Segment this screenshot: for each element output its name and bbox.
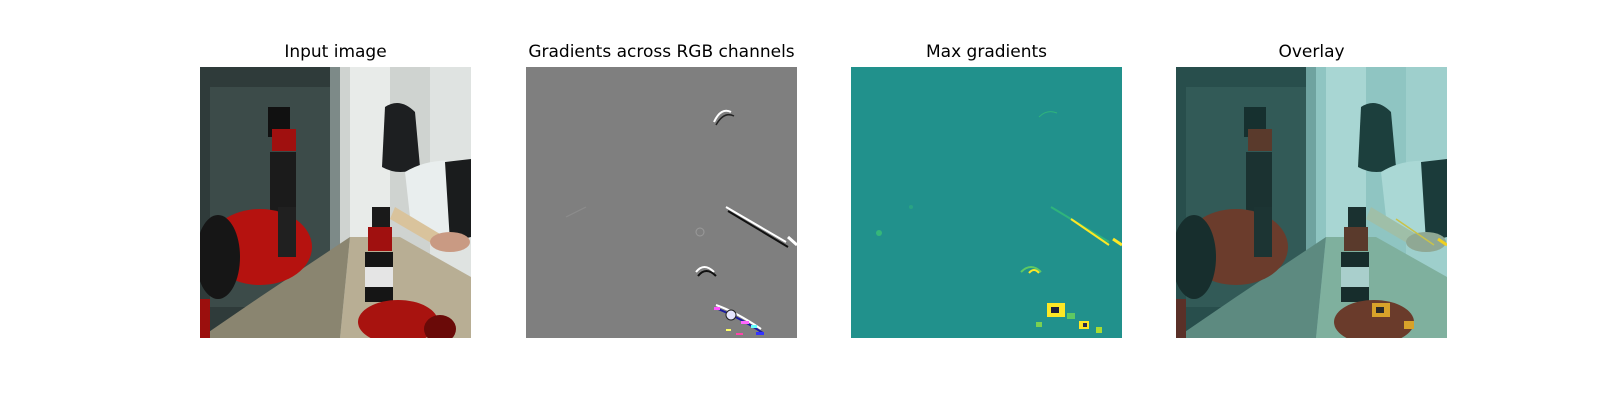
overlay-image [1176,67,1447,338]
panel-title-rgb-gradients: Gradients across RGB channels [528,42,795,62]
rgb-gradient-map [526,67,797,338]
max-gradient-map [851,67,1122,338]
panel-title-overlay: Overlay [1278,42,1345,62]
overlay-panel [1176,67,1447,338]
rgb-gradients-panel [526,67,797,338]
panel-title-max-gradients: Max gradients [925,42,1048,62]
input-image-panel [200,67,471,338]
panel-title-input-image: Input image [284,42,387,62]
max-gradients-panel [851,67,1122,338]
input-image-robot-scene [200,67,471,338]
